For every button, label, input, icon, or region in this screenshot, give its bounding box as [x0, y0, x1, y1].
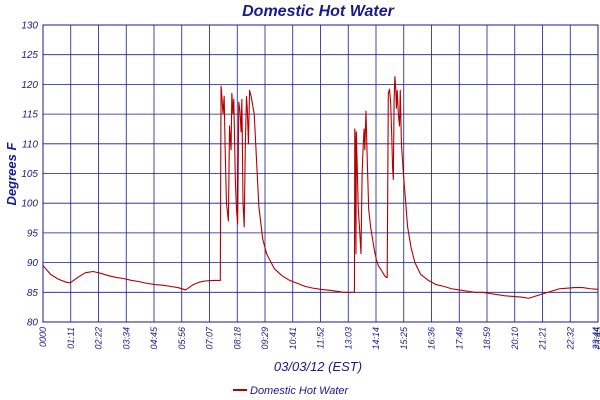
- x-axis-label: 03/03/12 (EST): [274, 359, 362, 374]
- y-tick-label: 105: [21, 169, 38, 180]
- x-tick-label: 18:59: [482, 327, 492, 350]
- x-tick-label: 21:21: [538, 327, 548, 351]
- x-tick-label: 07:07: [205, 326, 215, 350]
- x-tick-label: 15:25: [399, 326, 409, 350]
- x-tick-label: 05:56: [177, 327, 187, 350]
- y-tick-label: 90: [27, 258, 39, 269]
- y-tick-label: 125: [21, 50, 38, 61]
- y-tick-label: 130: [21, 21, 38, 32]
- y-axis-label: Degrees F: [4, 142, 19, 206]
- series-lines: [42, 76, 599, 299]
- x-tick-label: 16:36: [427, 327, 437, 350]
- x-tick-label: 03:34: [121, 327, 131, 350]
- y-tick-label: 120: [21, 80, 38, 91]
- x-tick-label: 02:22: [94, 327, 104, 350]
- chart-title: Domestic Hot Water: [242, 3, 395, 20]
- x-tick-label: 08:18: [232, 327, 242, 350]
- y-tick-labels: 80 85 90 95 100 105 110 115 120 125 130: [21, 21, 38, 329]
- plot-border: [42, 24, 599, 323]
- x-tick-label: 11:52: [316, 327, 326, 349]
- series-line: [42, 76, 599, 299]
- y-tick-label: 85: [27, 288, 39, 299]
- legend: Domestic Hot Water: [233, 385, 350, 397]
- x-tick-label: 10:41: [288, 327, 298, 350]
- x-tick-label: 01:11: [66, 327, 76, 349]
- x-tick-label: 04:45: [149, 326, 159, 350]
- x-tick-label: 17:48: [454, 327, 464, 350]
- y-tick-label: 95: [27, 228, 39, 239]
- y-tick-label: 110: [22, 139, 38, 150]
- x-tick-label: 23:45: [593, 326, 600, 351]
- y-tick-label: 80: [27, 318, 39, 329]
- y-tick-label: 115: [22, 110, 38, 121]
- grid: [43, 24, 598, 323]
- x-tick-labels: 0000 01:11 02:22 03:34 04:45 05:56 07:07 08:18 0…: [38, 326, 600, 351]
- x-tick-label: 14:14: [371, 327, 381, 350]
- y-tick-label: 100: [21, 199, 38, 210]
- legend-label: Domestic Hot Water: [250, 385, 350, 397]
- x-tick-label: 13:03: [343, 327, 353, 350]
- x-tick-label: 22:32: [565, 327, 575, 351]
- x-tick-label: 09:29: [260, 327, 270, 350]
- x-tick-label: 0000: [38, 327, 48, 347]
- x-tick-label: 20:10: [510, 327, 520, 351]
- x-tick-label: 23:44: [591, 327, 600, 351]
